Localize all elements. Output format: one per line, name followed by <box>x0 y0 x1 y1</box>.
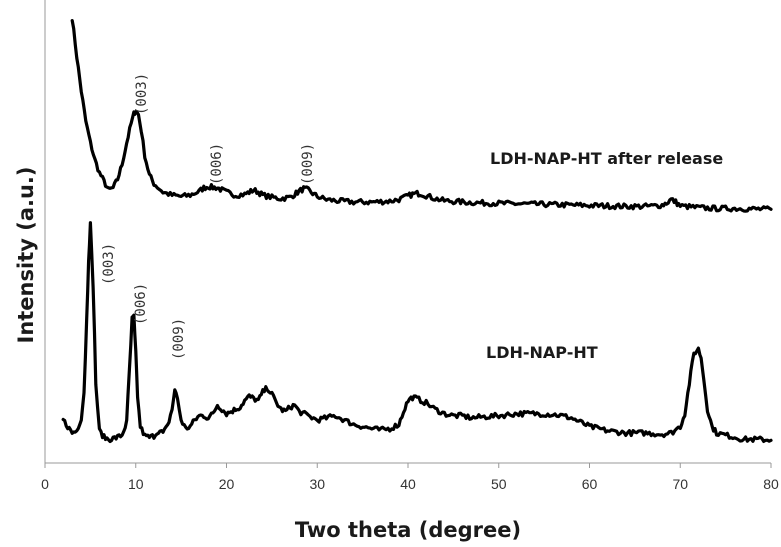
peak-label-009-bottom: (009) <box>171 318 187 360</box>
series-label-after-release: LDH-NAP-HT after release <box>490 149 723 168</box>
x-tick-label-20: 20 <box>219 476 235 492</box>
axes: 0 10 20 30 40 50 60 70 80 <box>41 0 779 492</box>
peak-label-003-bottom: (003) <box>101 243 117 285</box>
x-tick-label-0: 0 <box>41 476 49 492</box>
series-label-ldh-nap-ht: LDH-NAP-HT <box>486 343 598 362</box>
annotations: LDH-NAP-HT after release LDH-NAP-HT (003… <box>14 73 723 542</box>
x-tick-label-40: 40 <box>400 476 416 492</box>
x-tick-label-50: 50 <box>491 476 507 492</box>
plot-area <box>61 19 773 444</box>
y-axis-title: Intensity (a.u.) <box>14 166 38 343</box>
series-line-1 <box>61 221 773 444</box>
peak-label-003-top: (003) <box>134 73 150 115</box>
x-ticks: 0 10 20 30 40 50 60 70 80 <box>41 463 779 492</box>
peak-label-006-top: (006) <box>209 143 225 185</box>
x-tick-label-30: 30 <box>309 476 325 492</box>
x-tick-label-10: 10 <box>128 476 144 492</box>
x-tick-label-70: 70 <box>672 476 688 492</box>
x-tick-label-60: 60 <box>582 476 598 492</box>
x-tick-label-80: 80 <box>763 476 779 492</box>
x-axis-title: Two theta (degree) <box>295 518 521 542</box>
peak-label-006-bottom: (006) <box>133 283 149 325</box>
peak-label-009-top: (009) <box>300 143 316 185</box>
series-line-0 <box>70 19 773 213</box>
